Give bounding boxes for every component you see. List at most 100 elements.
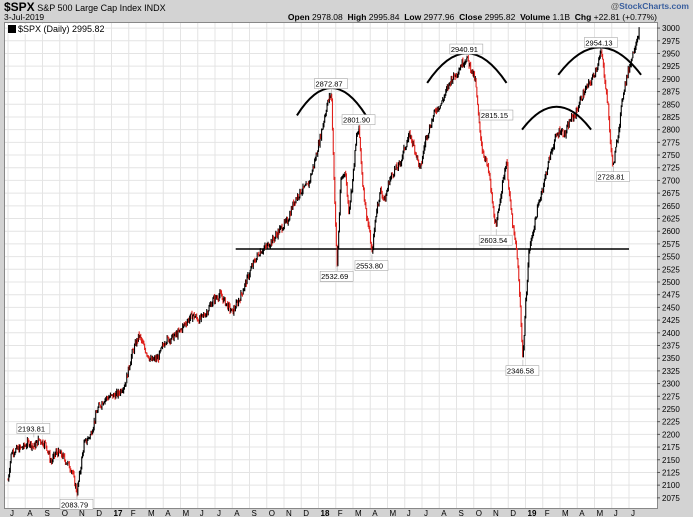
x-tick-label: F (131, 509, 136, 517)
annotation-label: 2553.80 (356, 262, 383, 271)
x-tick-label: J (614, 509, 618, 517)
x-tick-label: S (45, 509, 50, 517)
annotation-box (16, 423, 51, 434)
chart-title-row: $SPX S&P 500 Large Cap Index INDX (4, 0, 166, 14)
y-tick-label: 2550 (662, 253, 680, 262)
annotation-label: 2083.79 (61, 500, 88, 509)
y-tick-label: 2575 (662, 240, 680, 249)
y-tick-label: 2750 (662, 151, 680, 160)
annotation-box (479, 109, 514, 121)
y-tick-label: 2650 (662, 202, 680, 211)
y-tick-label: 3000 (662, 24, 680, 33)
legend-text: $SPX (Daily) 2995.82 (18, 24, 105, 34)
x-tick-label: J (200, 509, 204, 517)
low-label: Low (404, 12, 422, 22)
annotation-box (449, 43, 484, 55)
y-tick-label: 2200 (662, 430, 680, 439)
date-label: 3-Jul-2019 (4, 12, 45, 22)
x-tick-label: N (286, 509, 292, 517)
y-tick-label: 2175 (662, 443, 680, 452)
logo-prefix: @ (610, 1, 620, 11)
stockcharts-logo: @StockCharts.com (610, 1, 689, 11)
close-label: Close (459, 12, 483, 22)
annotation-box (584, 37, 618, 48)
annotation-label: 2346.58 (507, 367, 534, 376)
x-tick-label: 19 (528, 509, 537, 517)
y-tick-label: 2075 (662, 494, 680, 503)
annotation-label: 2872.87 (315, 80, 342, 89)
x-tick-label: F (338, 509, 343, 517)
annotation-label: 2940.91 (451, 45, 478, 54)
y-tick-label: 2625 (662, 215, 680, 224)
x-tick-label: D (510, 509, 516, 517)
x-tick-label: D (96, 509, 102, 517)
ohlc-readout: Open 2978.08 High 2995.84 Low 2977.96 Cl… (288, 12, 657, 22)
annotation-label: 2532.69 (321, 272, 348, 281)
x-tick-label: O (62, 509, 68, 517)
x-tick-label: N (493, 509, 499, 517)
y-tick-label: 2800 (662, 126, 680, 135)
x-tick-label: J (217, 509, 221, 517)
annotation-box (505, 365, 540, 376)
annotation-label: 2815.15 (481, 111, 508, 120)
low-value: 2977.96 (423, 12, 455, 22)
annotation-box (59, 499, 94, 510)
annotation-label: 2193.81 (18, 424, 45, 433)
y-tick-label: 2250 (662, 405, 680, 414)
volume-value: 1.1B (552, 12, 571, 22)
x-tick-label: M (355, 509, 362, 517)
x-tick-label: O (269, 509, 275, 517)
logo-text: StockCharts.com (619, 1, 689, 11)
y-tick-label: 2975 (662, 37, 680, 46)
y-tick-label: 2725 (662, 164, 680, 173)
legend-swatch (8, 25, 16, 33)
y-tick-label: 2150 (662, 456, 680, 465)
annotation-label: 2728.81 (597, 173, 624, 182)
y-tick-label: 2375 (662, 341, 680, 350)
x-tick-label: J (631, 509, 635, 517)
symbol-label: $SPX (4, 0, 35, 14)
chg-label: Chg (574, 12, 592, 22)
x-tick-label: S (459, 509, 464, 517)
y-tick-label: 2925 (662, 62, 680, 71)
description-label: S&P 500 Large Cap Index (37, 3, 142, 13)
volume-label: Volume (520, 12, 551, 22)
annotation-box (341, 114, 376, 125)
x-tick-label: M (597, 509, 604, 517)
annotation-label: 2801.90 (343, 116, 370, 125)
y-tick-label: 2875 (662, 88, 680, 97)
y-tick-label: 2100 (662, 481, 680, 490)
y-tick-label: 2225 (662, 418, 680, 427)
y-tick-label: 2900 (662, 75, 680, 84)
annotation-box (319, 270, 354, 282)
y-tick-label: 2825 (662, 113, 680, 122)
y-tick-label: 2125 (662, 468, 680, 477)
x-tick-label: F (545, 509, 550, 517)
x-tick-label: S (252, 509, 257, 517)
annotation-box (596, 171, 630, 182)
annotation-label: 2603.54 (480, 236, 507, 245)
y-tick-label: 2675 (662, 189, 680, 198)
y-tick-label: 2325 (662, 367, 680, 376)
exchange-label: INDX (144, 3, 166, 13)
x-tick-label: A (372, 509, 378, 517)
x-tick-label: O (476, 509, 482, 517)
y-tick-label: 2300 (662, 380, 680, 389)
plot-area (4, 22, 658, 509)
y-tick-label: 2400 (662, 329, 680, 338)
arc-pattern (521, 105, 592, 131)
open-value: 2978.08 (312, 12, 343, 22)
x-tick-label: D (303, 509, 309, 517)
x-tick-label: M (390, 509, 397, 517)
x-tick-label: 17 (114, 509, 123, 517)
y-tick-label: 2700 (662, 176, 680, 185)
x-tick-label: A (441, 509, 447, 517)
y-tick-label: 2475 (662, 291, 680, 300)
x-tick-label: M (148, 509, 155, 517)
annotation-box (354, 260, 389, 271)
x-tick-label: A (234, 509, 240, 517)
y-tick-label: 2600 (662, 227, 680, 236)
x-tick-label: A (27, 509, 33, 517)
